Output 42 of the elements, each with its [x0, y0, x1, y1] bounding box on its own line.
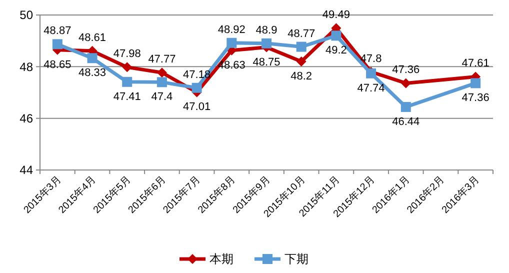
point [192, 82, 202, 93]
point [122, 62, 132, 72]
point [226, 38, 237, 48]
data-label: 46.44 [392, 116, 420, 128]
data-label: 47.41 [113, 90, 141, 103]
point [52, 39, 62, 50]
data-label: 48.65 [44, 58, 72, 71]
point [470, 78, 481, 88]
y-tick-label: 48 [20, 60, 34, 74]
point [400, 78, 411, 88]
data-label: 48.33 [78, 67, 106, 80]
y-tick-label: 44 [20, 163, 34, 178]
data-label: 48.77 [288, 28, 316, 40]
data-label: 47.01 [183, 101, 211, 114]
point [296, 42, 306, 52]
point [262, 38, 272, 48]
data-label: 48.92 [218, 24, 246, 36]
data-label: 48.87 [44, 25, 72, 38]
data-label: 47.74 [357, 82, 385, 94]
data-label: 48.61 [78, 32, 106, 44]
y-tick-label: 50 [20, 8, 34, 22]
data-label: 47.77 [148, 54, 176, 66]
point [400, 102, 411, 112]
data-label: 47.4 [151, 91, 173, 104]
point [296, 56, 306, 66]
point [331, 30, 342, 41]
point [156, 68, 167, 78]
data-label: 48.2 [290, 70, 312, 82]
data-label: 47.36 [462, 92, 490, 104]
y-tick-label: 46 [20, 112, 34, 126]
data-label: 48.9 [256, 24, 278, 36]
point [156, 77, 167, 88]
data-label: 48.75 [252, 56, 280, 68]
point [122, 76, 132, 87]
data-label: 47.98 [113, 48, 141, 60]
data-label: 47.36 [392, 64, 420, 76]
point [87, 53, 98, 64]
legend-label: 下期 [284, 252, 308, 266]
data-label: 49.49 [322, 9, 350, 22]
data-label: 47.61 [462, 58, 490, 70]
data-label: 49.2 [325, 44, 347, 57]
legend-label: 本期 [210, 252, 234, 266]
